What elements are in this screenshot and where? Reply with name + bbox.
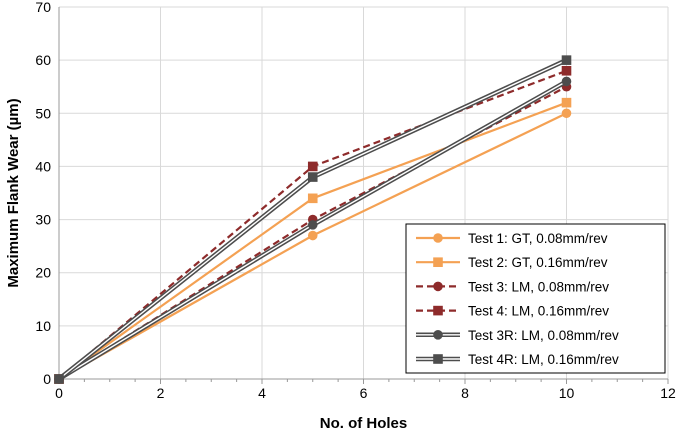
legend-entry: Test 4R: LM, 0.16mm/rev (416, 352, 619, 367)
data-point (307, 193, 318, 204)
data-point (561, 76, 572, 87)
y-tick-labels: 0 10 20 30 40 50 60 70 (35, 0, 51, 387)
data-point (561, 97, 572, 108)
data-point (433, 257, 443, 267)
x-tick-label: 10 (559, 385, 575, 401)
legend-label: Test 3: LM, 0.08mm/rev (468, 279, 609, 294)
legend-box (405, 223, 666, 374)
series (54, 55, 572, 384)
x-tick-label: 8 (461, 385, 469, 401)
y-tick-label: 30 (35, 212, 51, 228)
data-point (433, 233, 443, 243)
legend: Test 1: GT, 0.08mm/rev Test 2: GT, 0.16mm… (405, 223, 666, 374)
data-point (307, 230, 318, 241)
y-tick-label: 0 (43, 371, 51, 387)
data-point (54, 374, 64, 384)
legend-entry: Test 4: LM, 0.16mm/rev (416, 304, 609, 319)
grid (59, 6, 669, 379)
x-axis-title: No. of Holes (320, 415, 408, 431)
y-tick-label: 50 (35, 105, 51, 121)
series-6 (54, 55, 572, 384)
data-point (561, 55, 572, 65)
data-point (561, 108, 572, 119)
data-point (561, 65, 572, 76)
y-tick-label: 10 (35, 318, 51, 334)
legend-label: Test 1: GT, 0.08mm/rev (468, 231, 608, 246)
data-point (433, 305, 443, 316)
legend-label: Test 2: GT, 0.16mm/rev (468, 255, 608, 270)
data-point (307, 172, 318, 182)
y-tick-label: 20 (35, 265, 51, 281)
x-tick-label: 6 (360, 385, 368, 401)
x-tick-label: 4 (258, 385, 266, 401)
legend-entry: Test 3R: LM, 0.08mm/rev (416, 328, 619, 343)
x-tick-labels: 0 2 4 6 8 10 12 (55, 385, 676, 401)
data-point (433, 281, 443, 292)
x-tick-label: 0 (55, 385, 63, 401)
data-point (307, 220, 318, 230)
series-1 (54, 108, 572, 384)
data-point (433, 330, 443, 340)
y-tick-label: 70 (35, 0, 51, 15)
x-tick-label: 12 (660, 385, 676, 401)
legend-label: Test 3R: LM, 0.08mm/rev (468, 328, 619, 343)
y-axis-title: Maximum Flank Wear (µm) (5, 98, 22, 287)
data-point (307, 161, 318, 172)
axes (58, 7, 669, 384)
y-tick-label: 40 (35, 158, 51, 174)
legend-entry: Test 3: LM, 0.08mm/rev (416, 279, 609, 294)
x-tick-label: 2 (157, 385, 165, 401)
legend-entry: Test 1: GT, 0.08mm/rev (416, 231, 608, 246)
legend-label: Test 4: LM, 0.16mm/rev (468, 304, 609, 319)
y-tick-label: 60 (35, 52, 51, 68)
data-point (433, 354, 443, 364)
legend-entry: Test 2: GT, 0.16mm/rev (416, 255, 608, 270)
legend-label: Test 4R: LM, 0.16mm/rev (468, 352, 619, 367)
